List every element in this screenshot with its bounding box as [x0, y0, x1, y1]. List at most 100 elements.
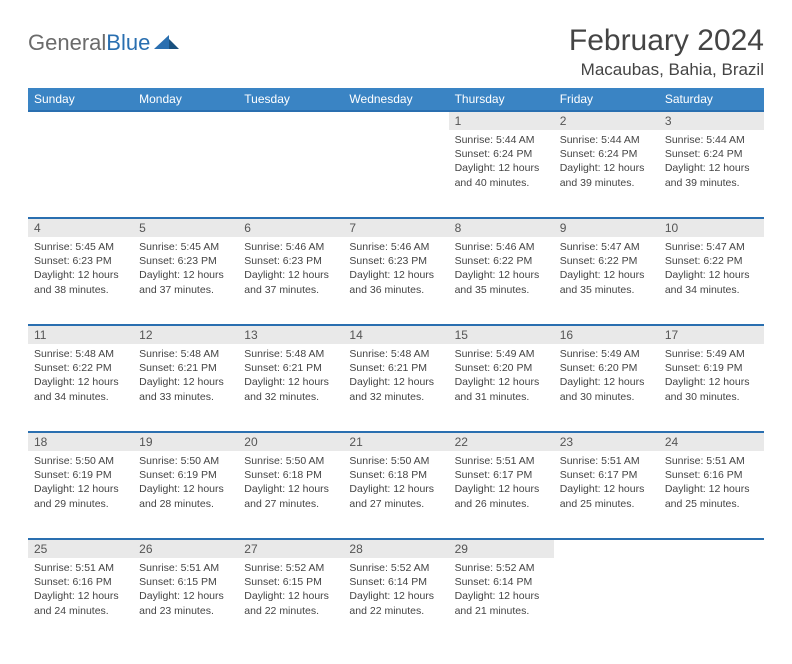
- day-number: 7: [343, 219, 448, 237]
- day-cell: [28, 130, 133, 218]
- day-cell: Sunrise: 5:49 AMSunset: 6:20 PMDaylight:…: [554, 344, 659, 432]
- day-number: 15: [449, 326, 554, 344]
- day-number: 12: [133, 326, 238, 344]
- day-number: [28, 112, 133, 130]
- day-cell: [343, 130, 448, 218]
- day-cell: Sunrise: 5:45 AMSunset: 6:23 PMDaylight:…: [133, 237, 238, 325]
- day-details: Sunrise: 5:46 AMSunset: 6:22 PMDaylight:…: [449, 237, 554, 303]
- day-number: 3: [659, 112, 764, 130]
- day-number: 11: [28, 326, 133, 344]
- calendar-table: SundayMondayTuesdayWednesdayThursdayFrid…: [28, 88, 764, 646]
- day-cell: Sunrise: 5:50 AMSunset: 6:19 PMDaylight:…: [133, 451, 238, 539]
- day-details: Sunrise: 5:46 AMSunset: 6:23 PMDaylight:…: [238, 237, 343, 303]
- day-details: Sunrise: 5:49 AMSunset: 6:20 PMDaylight:…: [449, 344, 554, 410]
- day-details: Sunrise: 5:47 AMSunset: 6:22 PMDaylight:…: [554, 237, 659, 303]
- day-cell: [659, 558, 764, 646]
- day-details: Sunrise: 5:50 AMSunset: 6:18 PMDaylight:…: [238, 451, 343, 517]
- day-number-row: 18192021222324: [28, 432, 764, 451]
- day-details: Sunrise: 5:50 AMSunset: 6:19 PMDaylight:…: [28, 451, 133, 517]
- day-cell: Sunrise: 5:52 AMSunset: 6:15 PMDaylight:…: [238, 558, 343, 646]
- day-details: Sunrise: 5:45 AMSunset: 6:23 PMDaylight:…: [28, 237, 133, 303]
- day-cell: Sunrise: 5:51 AMSunset: 6:16 PMDaylight:…: [28, 558, 133, 646]
- day-number: 22: [449, 433, 554, 451]
- day-details: Sunrise: 5:44 AMSunset: 6:24 PMDaylight:…: [659, 130, 764, 196]
- day-header: Sunday: [28, 88, 133, 111]
- day-details: Sunrise: 5:44 AMSunset: 6:24 PMDaylight:…: [449, 130, 554, 196]
- day-number: 21: [343, 433, 448, 451]
- day-cell: [238, 130, 343, 218]
- day-number: 25: [28, 540, 133, 558]
- day-details: Sunrise: 5:51 AMSunset: 6:16 PMDaylight:…: [28, 558, 133, 624]
- day-cell: [133, 130, 238, 218]
- triangle-icon: [154, 32, 180, 55]
- day-details: Sunrise: 5:51 AMSunset: 6:16 PMDaylight:…: [659, 451, 764, 517]
- day-details: Sunrise: 5:44 AMSunset: 6:24 PMDaylight:…: [554, 130, 659, 196]
- day-number-row: 11121314151617: [28, 325, 764, 344]
- day-cell: Sunrise: 5:44 AMSunset: 6:24 PMDaylight:…: [449, 130, 554, 218]
- day-details: Sunrise: 5:52 AMSunset: 6:15 PMDaylight:…: [238, 558, 343, 624]
- brand-part1: General: [28, 30, 106, 55]
- day-cell: Sunrise: 5:48 AMSunset: 6:22 PMDaylight:…: [28, 344, 133, 432]
- day-number: [554, 540, 659, 558]
- day-details: Sunrise: 5:48 AMSunset: 6:21 PMDaylight:…: [133, 344, 238, 410]
- day-cell: Sunrise: 5:48 AMSunset: 6:21 PMDaylight:…: [343, 344, 448, 432]
- day-cell: Sunrise: 5:52 AMSunset: 6:14 PMDaylight:…: [343, 558, 448, 646]
- day-header: Saturday: [659, 88, 764, 111]
- day-details: Sunrise: 5:50 AMSunset: 6:19 PMDaylight:…: [133, 451, 238, 517]
- brand-logo: GeneralBlue: [28, 30, 180, 56]
- day-number: 28: [343, 540, 448, 558]
- day-cell: Sunrise: 5:51 AMSunset: 6:17 PMDaylight:…: [449, 451, 554, 539]
- day-cell: Sunrise: 5:44 AMSunset: 6:24 PMDaylight:…: [554, 130, 659, 218]
- day-cell: Sunrise: 5:46 AMSunset: 6:22 PMDaylight:…: [449, 237, 554, 325]
- day-cell: Sunrise: 5:51 AMSunset: 6:15 PMDaylight:…: [133, 558, 238, 646]
- brand-part2: Blue: [106, 30, 150, 55]
- day-cell: Sunrise: 5:51 AMSunset: 6:17 PMDaylight:…: [554, 451, 659, 539]
- day-header: Friday: [554, 88, 659, 111]
- day-cell: Sunrise: 5:48 AMSunset: 6:21 PMDaylight:…: [238, 344, 343, 432]
- day-cell: Sunrise: 5:48 AMSunset: 6:21 PMDaylight:…: [133, 344, 238, 432]
- day-details: Sunrise: 5:46 AMSunset: 6:23 PMDaylight:…: [343, 237, 448, 303]
- day-number: [238, 112, 343, 130]
- day-cell: Sunrise: 5:52 AMSunset: 6:14 PMDaylight:…: [449, 558, 554, 646]
- location-text: Macaubas, Bahia, Brazil: [569, 60, 764, 80]
- day-details: Sunrise: 5:50 AMSunset: 6:18 PMDaylight:…: [343, 451, 448, 517]
- day-number: 8: [449, 219, 554, 237]
- day-cell: Sunrise: 5:46 AMSunset: 6:23 PMDaylight:…: [238, 237, 343, 325]
- day-details: Sunrise: 5:52 AMSunset: 6:14 PMDaylight:…: [343, 558, 448, 624]
- day-number: 16: [554, 326, 659, 344]
- brand-name: GeneralBlue: [28, 30, 150, 56]
- day-number: 2: [554, 112, 659, 130]
- day-number: [343, 112, 448, 130]
- day-cell: Sunrise: 5:44 AMSunset: 6:24 PMDaylight:…: [659, 130, 764, 218]
- title-block: February 2024 Macaubas, Bahia, Brazil: [569, 24, 764, 80]
- day-number: 29: [449, 540, 554, 558]
- day-number: 20: [238, 433, 343, 451]
- calendar-page: GeneralBlue February 2024 Macaubas, Bahi…: [0, 0, 792, 664]
- day-number: 1: [449, 112, 554, 130]
- day-details: Sunrise: 5:48 AMSunset: 6:21 PMDaylight:…: [343, 344, 448, 410]
- day-cell: Sunrise: 5:46 AMSunset: 6:23 PMDaylight:…: [343, 237, 448, 325]
- day-cell: Sunrise: 5:45 AMSunset: 6:23 PMDaylight:…: [28, 237, 133, 325]
- month-title: February 2024: [569, 24, 764, 58]
- day-number: 14: [343, 326, 448, 344]
- day-content-row: Sunrise: 5:45 AMSunset: 6:23 PMDaylight:…: [28, 237, 764, 325]
- day-number: 18: [28, 433, 133, 451]
- day-details: Sunrise: 5:52 AMSunset: 6:14 PMDaylight:…: [449, 558, 554, 624]
- day-header: Wednesday: [343, 88, 448, 111]
- day-details: Sunrise: 5:51 AMSunset: 6:17 PMDaylight:…: [449, 451, 554, 517]
- day-number: [133, 112, 238, 130]
- day-cell: Sunrise: 5:47 AMSunset: 6:22 PMDaylight:…: [554, 237, 659, 325]
- day-number: 27: [238, 540, 343, 558]
- day-details: Sunrise: 5:48 AMSunset: 6:22 PMDaylight:…: [28, 344, 133, 410]
- day-header: Thursday: [449, 88, 554, 111]
- day-details: Sunrise: 5:45 AMSunset: 6:23 PMDaylight:…: [133, 237, 238, 303]
- day-number: [659, 540, 764, 558]
- day-header: Tuesday: [238, 88, 343, 111]
- day-number: 26: [133, 540, 238, 558]
- day-number: 23: [554, 433, 659, 451]
- day-number-row: 45678910: [28, 218, 764, 237]
- day-cell: Sunrise: 5:51 AMSunset: 6:16 PMDaylight:…: [659, 451, 764, 539]
- day-number: 13: [238, 326, 343, 344]
- day-number: 4: [28, 219, 133, 237]
- day-content-row: Sunrise: 5:44 AMSunset: 6:24 PMDaylight:…: [28, 130, 764, 218]
